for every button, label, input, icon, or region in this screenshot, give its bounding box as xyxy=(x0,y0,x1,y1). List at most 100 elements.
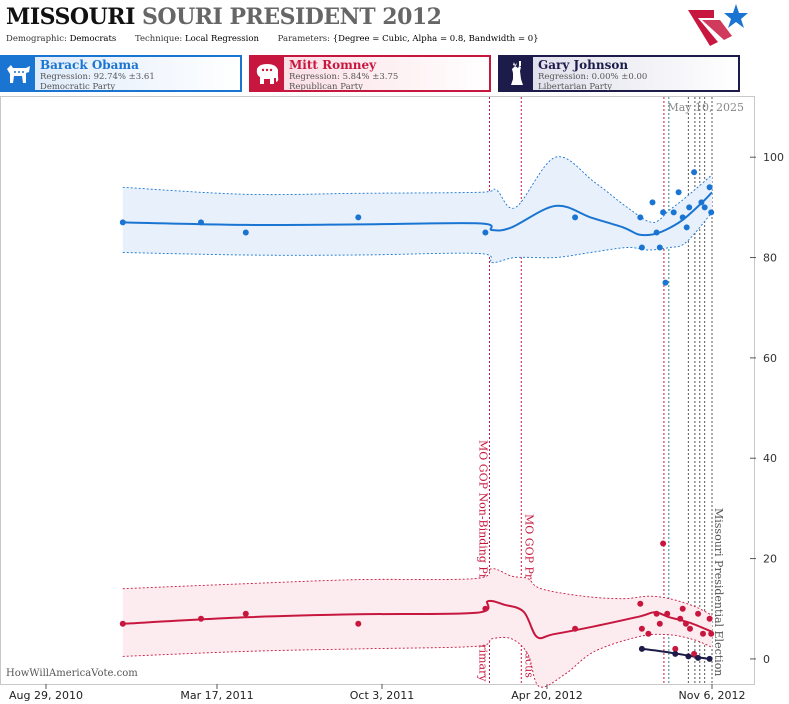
poll-point xyxy=(670,209,677,216)
regression-line xyxy=(122,191,713,237)
poll-point xyxy=(708,209,715,216)
y-tick-label: 100 xyxy=(763,151,784,164)
poll-point xyxy=(675,189,682,196)
candidate-party: Republican Party xyxy=(289,82,363,92)
x-tick-label: Oct 3, 2011 xyxy=(350,689,415,702)
poll-point xyxy=(662,279,669,286)
poll-point xyxy=(637,600,644,607)
band-upper-line xyxy=(122,568,713,616)
title-rest: SOURI PRESIDENT 2012 xyxy=(142,4,442,30)
y-tick-label: 20 xyxy=(763,553,777,566)
poll-point xyxy=(119,620,126,627)
poll-point xyxy=(686,204,693,211)
poll-point xyxy=(572,625,579,632)
poll-point xyxy=(653,229,660,236)
technique-value: Local Regression xyxy=(184,34,259,44)
candidate-regression: Regression: 0.00% ±0.00 xyxy=(538,72,648,82)
poll-point xyxy=(679,214,686,221)
parameters-value: {Degree = Cubic, Alpha = 0.8, Bandwidth … xyxy=(332,34,539,44)
poll-point xyxy=(637,214,644,221)
candidate-party: Democratic Party xyxy=(40,82,116,92)
poll-point xyxy=(683,224,690,231)
poll-point xyxy=(482,605,489,612)
poll-point xyxy=(685,653,692,660)
poll-point xyxy=(482,229,489,236)
candidate-party: Libertarian Party xyxy=(538,82,613,92)
date-label: May 10, 2025 xyxy=(667,101,744,114)
poll-point xyxy=(687,625,693,632)
candidate-name: Barack Obama xyxy=(40,58,139,72)
poll-point xyxy=(695,654,702,661)
y-tick-label: 0 xyxy=(763,653,770,666)
poll-point xyxy=(660,209,667,216)
poll-point xyxy=(119,219,126,226)
x-tick-label: Aug 29, 2010 xyxy=(9,689,83,702)
poll-point xyxy=(198,219,204,226)
statue-of-liberty-icon xyxy=(500,57,533,90)
site-credit: HowWillAmericaVote.com xyxy=(6,668,138,679)
poll-point xyxy=(355,214,362,221)
confidence-band xyxy=(122,156,713,263)
poll-point xyxy=(672,645,679,652)
poll-point xyxy=(572,214,579,221)
title-state: MISSOURI xyxy=(6,4,135,30)
x-tick-label: Mar 17, 2011 xyxy=(180,689,253,702)
poll-point xyxy=(198,615,204,622)
poll-point xyxy=(700,630,706,637)
demographic-label: Demographic: xyxy=(6,34,67,44)
candidate-card-romney: Mitt Romney Regression: 5.84% ±3.75 Repu… xyxy=(249,55,491,92)
event-label: Missouri Presidential Election xyxy=(712,508,725,676)
poll-point xyxy=(691,169,698,176)
regression-line xyxy=(641,647,710,660)
page-title: MISSOURI SOURI PRESIDENT 2012 xyxy=(6,4,442,30)
candidate-name: Mitt Romney xyxy=(289,58,377,72)
candidate-regression: Regression: 5.84% ±3.75 xyxy=(289,72,399,82)
poll-point xyxy=(679,605,686,612)
poll-point xyxy=(664,610,671,617)
band-lower-line xyxy=(122,212,713,264)
poll-point xyxy=(706,655,713,662)
poll-point xyxy=(638,625,645,632)
poll-point xyxy=(242,229,249,236)
candidate-card-johnson: Gary Johnson Regression: 0.00% ±0.00 Lib… xyxy=(498,55,740,92)
poll-point xyxy=(656,244,663,251)
candidate-regression: Regression: 92.74% ±3.61 xyxy=(40,72,155,82)
poll-point xyxy=(691,650,698,657)
regression-line xyxy=(122,599,713,640)
confidence-band xyxy=(122,568,713,688)
header: MISSOURI SOURI PRESIDENT 2012 Demographi… xyxy=(0,0,789,50)
poll-point xyxy=(645,630,652,637)
poll-point xyxy=(682,620,689,627)
poll-point xyxy=(706,615,713,622)
poll-point xyxy=(660,540,667,547)
elephant-icon xyxy=(251,57,284,90)
y-tick-label: 80 xyxy=(763,252,777,265)
band-lower-line xyxy=(122,633,713,688)
parameters-label: Parameters: xyxy=(277,34,331,44)
poll-point xyxy=(698,199,705,206)
demographic-value: Democrats xyxy=(69,34,117,44)
y-tick-label: 60 xyxy=(763,352,777,365)
technique-label: Technique: xyxy=(134,34,183,44)
poll-point xyxy=(677,615,684,622)
poll-point xyxy=(242,610,249,617)
band-upper-line xyxy=(122,156,713,223)
poll-point xyxy=(695,610,702,617)
plot-frame xyxy=(0,96,755,685)
poll-point xyxy=(355,620,362,627)
poll-point xyxy=(653,610,660,617)
candidate-card-obama: Barack Obama Regression: 92.74% ±3.61 De… xyxy=(0,55,242,92)
poll-point xyxy=(706,184,713,191)
candidate-name: Gary Johnson xyxy=(538,58,629,72)
poll-point xyxy=(638,244,645,251)
parameters-line: Demographic: Democrats Technique: Local … xyxy=(6,34,555,44)
x-tick-label: Apr 20, 2012 xyxy=(511,689,583,702)
x-tick-label: Nov 6, 2012 xyxy=(679,689,746,702)
poll-point xyxy=(708,630,715,637)
poll-point xyxy=(672,650,679,657)
poll-point xyxy=(638,645,645,652)
poll-point xyxy=(649,199,656,206)
site-logo-icon xyxy=(688,4,748,46)
poll-point xyxy=(701,204,708,211)
